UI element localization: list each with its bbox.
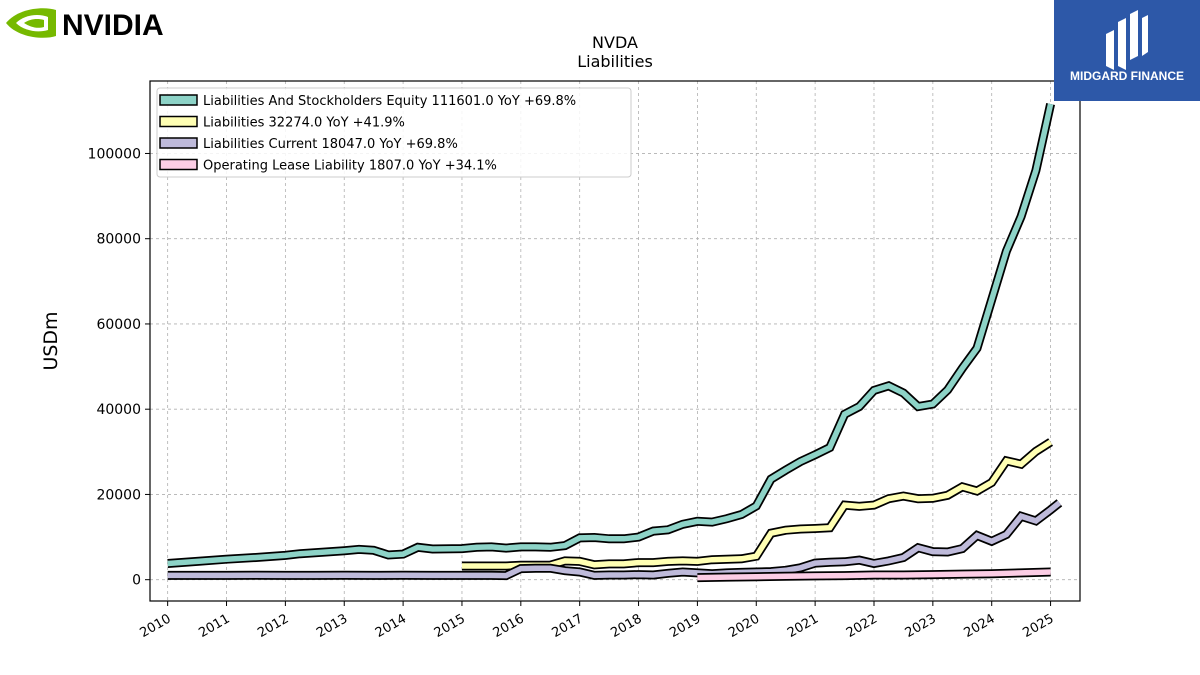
legend-entry: Liabilities 32274.0 YoY +41.9% — [203, 116, 405, 131]
x-tick-label: 2023 — [903, 611, 939, 641]
chart-title: NVDA — [592, 33, 638, 52]
x-tick-label: 2019 — [667, 611, 703, 641]
x-tick-label: 2020 — [726, 611, 762, 641]
legend: Liabilities And Stockholders Equity 1116… — [156, 87, 632, 178]
series-1 — [462, 438, 1054, 571]
x-tick-label: 2016 — [491, 611, 527, 641]
legend-entry: Operating Lease Liability 1807.0 YoY +34… — [203, 159, 497, 174]
x-tick-label: 2011 — [196, 611, 232, 641]
plot-frame — [149, 80, 1081, 602]
y-tick-label: 80000 — [96, 232, 141, 248]
nvidia-logo: NVIDIA — [6, 8, 164, 42]
legend-swatch — [159, 94, 198, 106]
x-axis: 2010 2011 2012 2013 2014 2015 2016 2017 2018 2019… — [137, 601, 1057, 641]
series-2 — [167, 499, 1063, 581]
x-tick-label: 2010 — [137, 611, 173, 641]
y-axis-label: USDm — [40, 311, 62, 370]
series-line — [167, 103, 1054, 567]
y-axis: 0 20000 40000 60000 80000 100000 — [88, 146, 150, 589]
midgard-wordmark: MIDGARD FINANCE — [1070, 69, 1184, 83]
legend-box — [156, 87, 632, 178]
y-tick-label: 60000 — [96, 317, 141, 333]
y-tick-label: 0 — [132, 573, 141, 589]
x-tick-label: 2013 — [314, 611, 350, 641]
chart-subtitle: Liabilities — [577, 52, 653, 71]
x-tick-label: 2018 — [608, 611, 644, 641]
x-tick-label: 2022 — [844, 611, 880, 641]
legend-swatch — [159, 158, 198, 171]
legend-swatch — [159, 137, 198, 149]
y-tick-label: 100000 — [88, 146, 141, 162]
midgard-finance-logo: MIDGARD FINANCE — [1054, 0, 1200, 101]
nvidia-wordmark: NVIDIA — [62, 9, 164, 42]
legend-entry: Liabilities And Stockholders Equity 1116… — [203, 94, 576, 109]
x-tick-label: 2021 — [785, 611, 821, 641]
x-tick-label: 2025 — [1020, 611, 1056, 641]
series-layer — [167, 103, 1063, 583]
x-tick-label: 2017 — [550, 611, 586, 641]
series-line — [167, 500, 1062, 579]
legend-swatch — [159, 115, 198, 128]
nvidia-eye-icon — [6, 8, 56, 38]
series-line — [462, 439, 1053, 569]
x-tick-label: 2024 — [962, 611, 998, 641]
series-line — [697, 569, 1051, 581]
series-0 — [167, 103, 1055, 568]
y-tick-label: 20000 — [96, 487, 141, 503]
x-tick-label: 2012 — [255, 611, 291, 641]
legend-entry: Liabilities Current 18047.0 YoY +69.8% — [203, 137, 458, 152]
x-tick-label: 2015 — [432, 611, 468, 641]
series-3 — [697, 567, 1051, 583]
x-tick-label: 2014 — [373, 611, 409, 641]
y-tick-label: 40000 — [96, 402, 141, 418]
midgard-emblem-icon — [1106, 10, 1148, 70]
